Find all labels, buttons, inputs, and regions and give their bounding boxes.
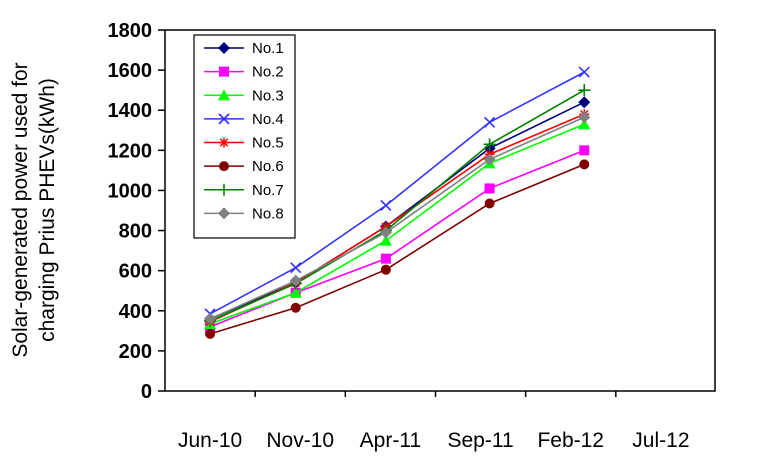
data-point <box>380 199 392 212</box>
legend-label: No.1 <box>252 40 284 57</box>
legend-item: No.3 <box>204 87 284 104</box>
legend-marker <box>219 66 229 77</box>
data-point <box>578 84 591 97</box>
legend-marker <box>219 137 229 148</box>
x-tick-label: Jun-10 <box>178 429 242 452</box>
y-tick-label: 200 <box>119 341 152 363</box>
y-tick-label: 1800 <box>108 20 153 42</box>
data-point <box>379 226 392 239</box>
legend-item: No.2 <box>204 64 284 81</box>
y-tick-label: 1000 <box>108 180 153 202</box>
y-tick-label: 800 <box>119 221 152 243</box>
y-tick-label: 1400 <box>108 100 153 122</box>
data-point <box>578 118 591 130</box>
y-tick-label: 600 <box>119 261 152 283</box>
data-point <box>205 328 216 339</box>
x-axis: Jun-10 Nov-10 Apr-11 Sep-11 Feb-12 Jul-12 <box>178 391 690 452</box>
y-axis-label: Solar-generated power used for charging … <box>9 62 59 357</box>
legend-label: No.5 <box>252 135 284 152</box>
y-axis: 0 200 400 600 800 1000 1200 1400 1600 1800 <box>108 20 165 403</box>
y-tick-label: 0 <box>141 381 152 403</box>
data-point <box>484 183 495 194</box>
data-point <box>380 264 391 275</box>
data-point <box>379 234 392 246</box>
data-point <box>483 138 496 151</box>
x-tick-label: Apr-11 <box>360 429 421 452</box>
y-tick-label: 400 <box>119 301 152 323</box>
legend-label: No.3 <box>252 87 284 104</box>
legend-marker <box>218 207 230 220</box>
legend-marker <box>218 183 230 196</box>
y-axis-label-line-1: Solar-generated power used for <box>9 62 32 357</box>
series-no6 <box>205 159 590 339</box>
legend-marker <box>218 89 230 101</box>
y-tick-label: 1600 <box>108 60 153 82</box>
data-point <box>290 302 301 313</box>
data-point <box>579 145 590 156</box>
legend-label: No.7 <box>252 182 284 199</box>
legend-marker <box>218 42 230 54</box>
data-point <box>204 312 217 325</box>
data-point <box>578 111 591 124</box>
legend-label: No.2 <box>252 64 284 81</box>
legend-item: No.6 <box>204 158 284 175</box>
data-point <box>380 253 391 264</box>
legend-item: No.8 <box>204 205 284 222</box>
legend-box <box>193 34 296 239</box>
data-point <box>579 159 590 170</box>
x-tick-label: Jul-12 <box>632 429 689 452</box>
legend-item: No.7 <box>204 182 284 199</box>
legend-label: No.8 <box>252 205 284 222</box>
legend-item: No.4 <box>204 111 284 128</box>
data-point <box>289 274 302 287</box>
series-no8 <box>204 111 591 325</box>
legend-marker <box>219 161 229 172</box>
legend-item: No.5 <box>204 135 284 152</box>
data-point <box>578 96 591 109</box>
x-tick-label: Sep-11 <box>447 429 513 452</box>
x-tick-label: Nov-10 <box>266 429 334 452</box>
series-layer <box>204 66 591 339</box>
legend-marker <box>218 113 230 125</box>
data-point <box>289 286 302 298</box>
data-point <box>290 262 302 274</box>
data-point <box>483 153 496 166</box>
y-tick-label: 1200 <box>108 140 153 162</box>
legend: No.1 No.2 No.3 No.4 No.5 No.6 No.7 No.8 <box>193 34 296 239</box>
data-point <box>484 116 496 128</box>
legend-item: No.1 <box>204 40 284 57</box>
legend-label: No.6 <box>252 158 284 175</box>
data-point <box>484 198 495 209</box>
legend-label: No.4 <box>252 111 284 128</box>
data-point <box>578 66 590 78</box>
x-tick-label: Feb-12 <box>537 429 604 452</box>
y-axis-label-line-2: charging Prius PHEVs(kWh) <box>36 78 59 342</box>
plot-area <box>164 29 716 392</box>
